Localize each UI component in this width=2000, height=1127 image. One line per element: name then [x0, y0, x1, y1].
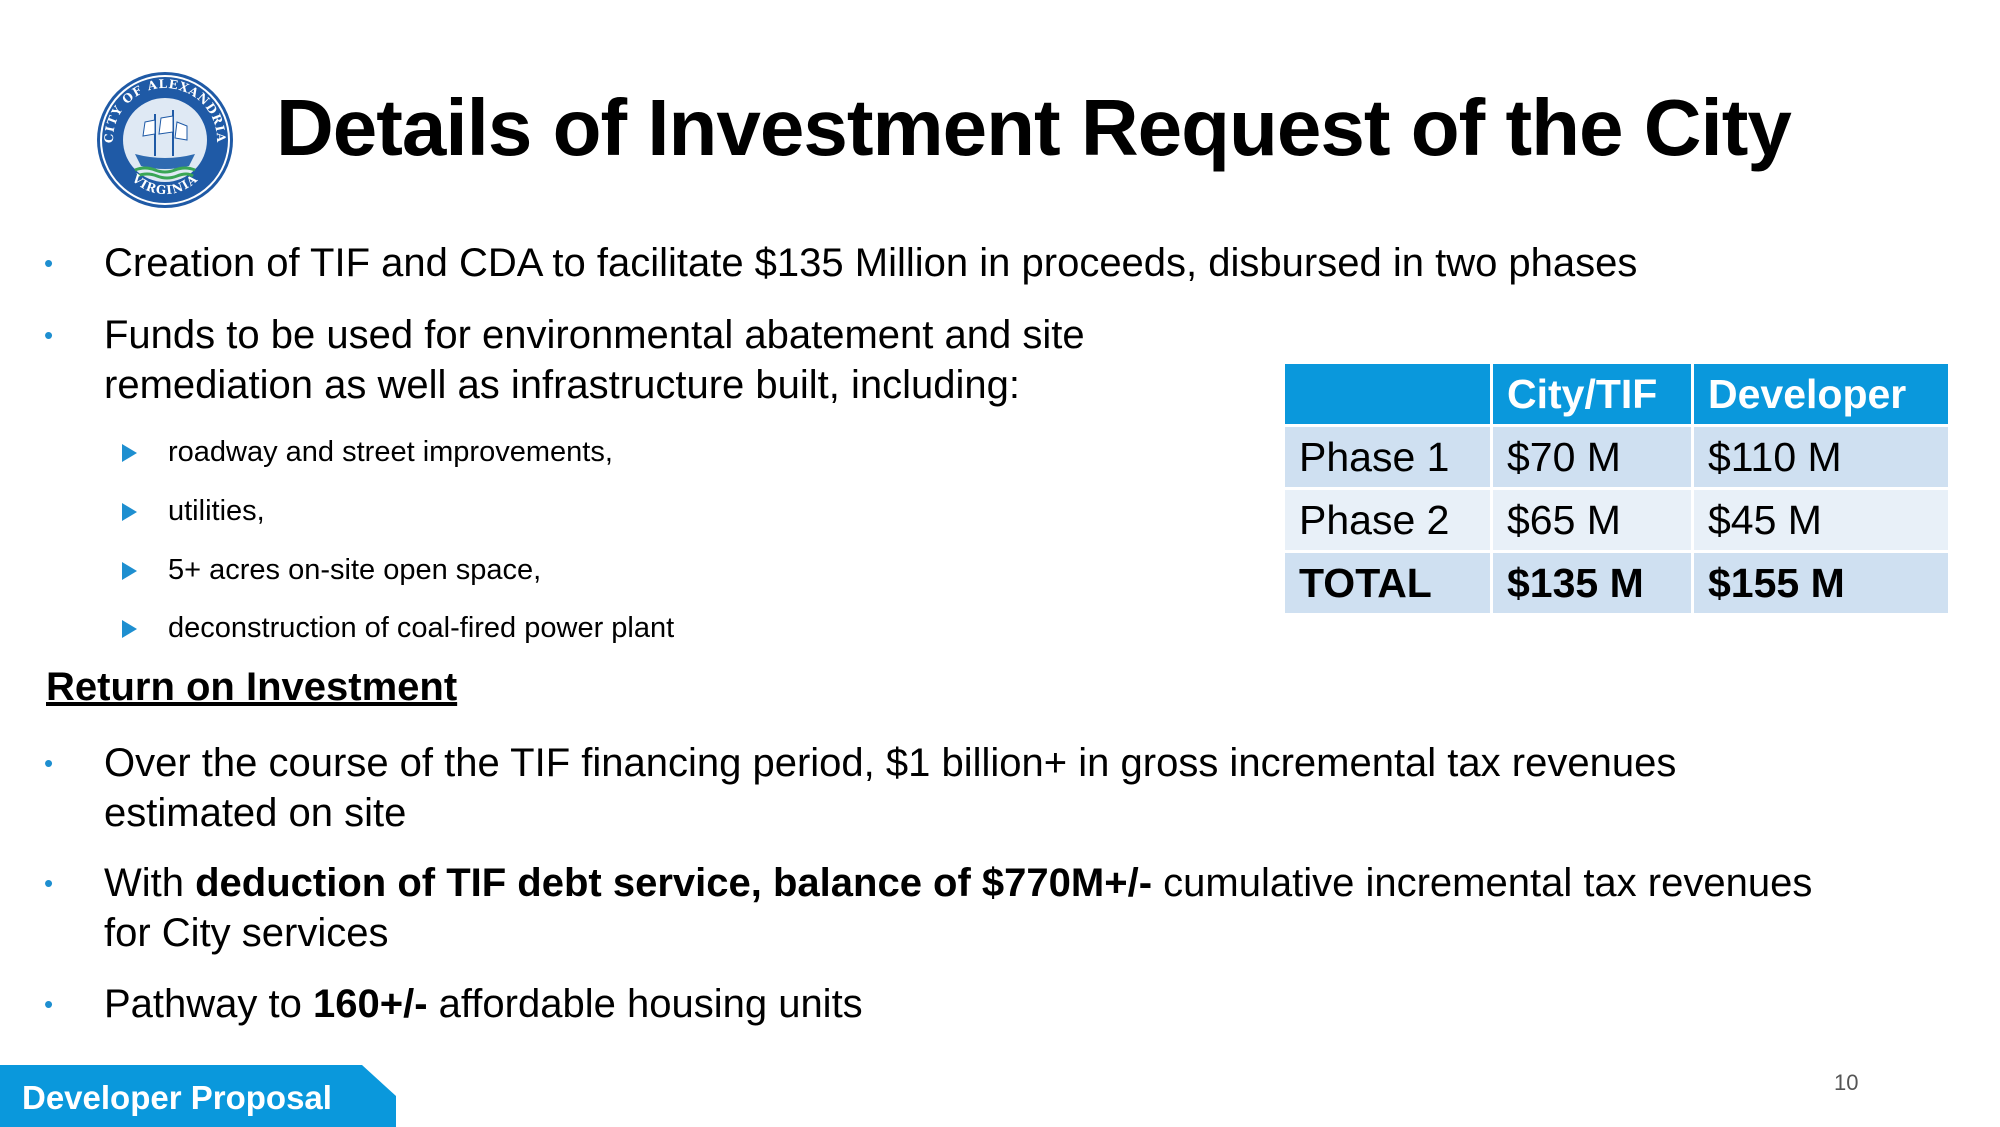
bullet-line: Funds to be used for environmental abate…	[104, 313, 1085, 357]
triangle-bullet-icon	[122, 620, 137, 638]
bullet-line: for City services	[104, 911, 389, 955]
footer-tag-label: Developer Proposal	[22, 1079, 332, 1116]
table-header-row: City/TIF Developer	[1285, 364, 1948, 424]
table-header-cell	[1285, 364, 1490, 424]
investment-table: City/TIF Developer Phase 1 $70 M $110 M …	[1282, 361, 1951, 616]
triangle-bullet-icon	[122, 503, 137, 521]
bullet-dot-icon: •	[44, 320, 54, 350]
table-row: Phase 1 $70 M $110 M	[1285, 427, 1948, 487]
roi-heading: Return on Investment	[46, 665, 458, 709]
city-seal-logo: CITY OF ALEXANDRIA VIRGINIA	[97, 72, 233, 208]
triangle-bullet-icon	[122, 562, 137, 580]
table-cell: $45 M	[1694, 490, 1948, 550]
bullet-dot-icon: •	[44, 868, 54, 898]
table-cell: $135 M	[1493, 553, 1691, 613]
table-header-cell: Developer	[1694, 364, 1948, 424]
bullet-dot-icon: •	[44, 248, 54, 278]
table-cell: TOTAL	[1285, 553, 1490, 613]
bullet-bold-text: deduction of TIF debt service, balance o…	[195, 861, 1153, 905]
bullet-line: estimated on site	[104, 791, 407, 835]
table-cell: Phase 2	[1285, 490, 1490, 550]
table-cell: $110 M	[1694, 427, 1948, 487]
page-number: 10	[1834, 1070, 1859, 1095]
bullet-dot-icon: •	[44, 748, 54, 778]
table-total-row: TOTAL $135 M $155 M	[1285, 553, 1948, 613]
page-title: Details of Investment Request of the Cit…	[276, 83, 1792, 172]
bullet-dot-icon: •	[44, 989, 54, 1019]
triangle-bullet-icon	[122, 444, 137, 462]
table-row: Phase 2 $65 M $45 M	[1285, 490, 1948, 550]
bullet-bold-text: 160+/-	[313, 982, 428, 1026]
bullet-line: Over the course of the TIF financing per…	[104, 741, 1677, 785]
bullet-line: remediation as well as infrastructure bu…	[104, 363, 1020, 407]
footer-tag-shape	[0, 1065, 396, 1127]
table-cell: $70 M	[1493, 427, 1691, 487]
table-cell: $65 M	[1493, 490, 1691, 550]
table-header-cell: City/TIF	[1493, 364, 1691, 424]
table-cell: Phase 1	[1285, 427, 1490, 487]
table-cell: $155 M	[1694, 553, 1948, 613]
